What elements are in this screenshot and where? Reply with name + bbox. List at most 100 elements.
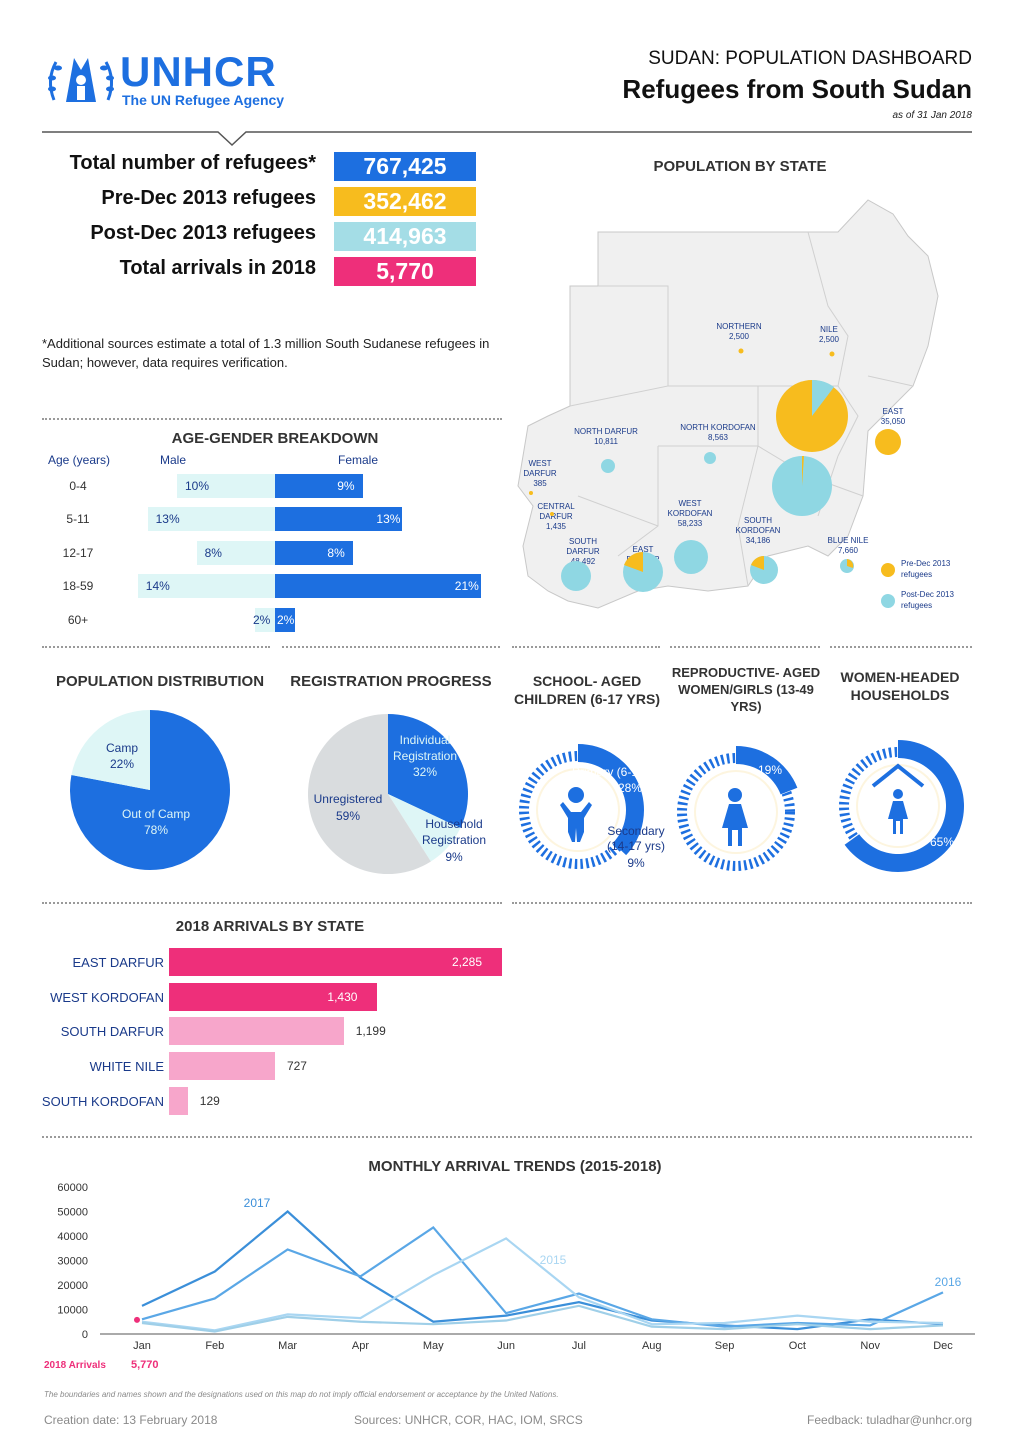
state-borders [569, 231, 914, 587]
arrival-bar-value: 727 [286, 1059, 307, 1073]
x-tick-label: May [423, 1340, 444, 1352]
x-tick-label: Jan [133, 1340, 151, 1352]
divider [42, 902, 502, 904]
kpi-pre-label: Pre-Dec 2013 refugees [101, 187, 316, 209]
house-icon [871, 763, 925, 834]
divider [830, 646, 972, 648]
age-row-label: 5-11 [66, 512, 90, 526]
east-darfur-pie [623, 551, 663, 592]
female-bar [275, 574, 481, 598]
x-tick-label: Aug [642, 1340, 662, 1352]
female-bar-label: 2% [277, 613, 295, 627]
donut-label: (14-17 yrs) [607, 839, 665, 853]
map-label-north-kordofan: NORTH KORDOFAN 8,563 [680, 423, 756, 442]
trend-line [141, 1210, 944, 1331]
male-bar-label: 8% [204, 546, 222, 560]
pie-slice [388, 714, 468, 829]
divider [42, 418, 502, 420]
x-tick-label: Apr [352, 1340, 369, 1352]
pie-slice [308, 714, 431, 874]
series-label: 2016 [935, 1275, 962, 1289]
donut-ring [677, 753, 795, 871]
white-nile-pie [772, 455, 832, 516]
nile-dot [829, 351, 835, 357]
kpi-pre-value: 352,462 [334, 187, 476, 216]
arrival-bar [169, 1052, 275, 1080]
map-label-west-darfur: WEST DARFUR 385 [523, 459, 557, 488]
trends-title: MONTHLY ARRIVAL TRENDS (2015-2018) [368, 1158, 662, 1175]
male-bar-label: 13% [155, 512, 180, 526]
kpi-total-value: 767,425 [334, 152, 476, 181]
age-row-label: 12-17 [62, 546, 94, 560]
divider [282, 646, 500, 648]
arrival-state-label: EAST DARFUR [72, 955, 165, 970]
pie-label: Out of Camp [122, 807, 190, 821]
arrival-bar [169, 1087, 188, 1115]
male-bar [196, 541, 275, 565]
x-tick-label: Jul [572, 1340, 586, 1352]
male-bar-label: 10% [185, 479, 210, 493]
kpi-post-label: Post-Dec 2013 refugees [90, 222, 316, 244]
east-pie [875, 429, 901, 455]
unhcr-emblem-icon [48, 58, 114, 102]
donut-segment [578, 744, 644, 856]
school-title: SCHOOL- AGED CHILDREN (6-17 YRS) [514, 673, 660, 707]
arrival-bar [169, 948, 502, 976]
legend-post-label: Post-Dec 2013 refugees [901, 590, 954, 610]
x-tick-label: Oct [789, 1340, 806, 1352]
female-bar-label: 9% [337, 479, 355, 493]
arrival-bar-value: 1,430 [327, 990, 358, 1004]
legend-post-swatch [881, 594, 895, 608]
blue-nile-pie [840, 559, 854, 573]
kpi-arrivals-label: Total arrivals in 2018 [119, 257, 316, 279]
y-tick-label: 20000 [57, 1280, 88, 1292]
x-tick-label: Sep [715, 1340, 735, 1352]
x-tick-label: Mar [278, 1340, 297, 1352]
female-bar [275, 541, 354, 565]
org-tagline: The UN Refugee Agency [122, 92, 285, 108]
female-bar-label: 21% [454, 579, 479, 593]
donut-value: 9% [627, 856, 645, 870]
y-tick-label: 40000 [57, 1231, 88, 1243]
age-row-label: 18-59 [62, 579, 94, 593]
map-label-central-darfur: CENTRAL DARFUR 1,435 [537, 502, 575, 531]
arrival-bar-value: 129 [199, 1094, 220, 1108]
north-darfur-pie [601, 459, 615, 473]
report-date: as of 31 Jan 2018 [892, 110, 972, 121]
arrival-state-label: WEST KORDOFAN [50, 990, 164, 1005]
header-divider [42, 131, 972, 147]
kpi-total-label: Total number of refugees* [69, 152, 316, 174]
south-darfur-pie [561, 561, 591, 591]
sudan-map: NORTHERN2,500NILE2,500KHARTOUM285,705EAS… [517, 199, 954, 610]
school-aged-donut: Primary (6-13 yrs) 28% Secondary(14-17 yrs… [519, 744, 668, 870]
pie-label: Registration [393, 749, 457, 763]
y-tick-label: 30000 [57, 1256, 88, 1268]
donut-segment [844, 740, 965, 872]
central-darfur-dot [550, 512, 554, 516]
pie-value: 22% [110, 757, 134, 771]
map-legend: Pre-Dec 2013 refugees Post-Dec 2013 refuge… [881, 559, 954, 610]
map-label-west-kordofan: WEST KORDOFAN 58,233 [668, 499, 713, 528]
trend-line [141, 1237, 944, 1332]
female-bar [275, 507, 403, 531]
trend-line [141, 1225, 944, 1328]
feedback-link[interactable]: Feedback: tuladhar@unhcr.org [807, 1413, 972, 1427]
dashboard-title: SUDAN: POPULATION DASHBOARD [648, 48, 972, 69]
pie-label: 32% [413, 765, 437, 779]
male-bar-label: 2% [253, 613, 271, 627]
reg-progress-title: REGISTRATION PROGRESS [290, 673, 492, 690]
pie-label: Individual [400, 733, 451, 747]
x-tick-label: Nov [860, 1340, 880, 1352]
divider [670, 646, 820, 648]
male-column-header: Male [160, 453, 187, 467]
unhcr-logo: UNHCR The UN Refugee Agency [42, 48, 292, 112]
pop-dist-title: POPULATION DISTRIBUTION [55, 673, 265, 690]
west-darfur-dot [529, 491, 533, 495]
map-label-nile: NILE 2,500 [819, 325, 840, 344]
map-label-east: EAST 35,050 [881, 407, 906, 426]
x-tick-label: Feb [205, 1340, 224, 1352]
registration-progress-pie: Individual Registration 32% Household Regist… [308, 714, 486, 874]
donut-value: 65% [930, 835, 954, 849]
pie-label: Household [425, 817, 482, 831]
northern-dot [738, 348, 744, 354]
